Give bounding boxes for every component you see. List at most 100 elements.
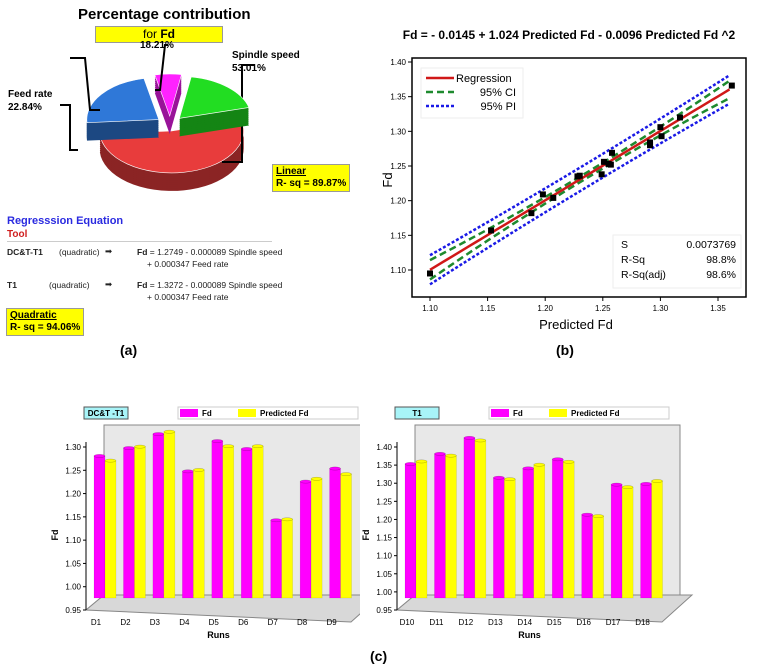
bar-predicted-fd [445,455,457,599]
chart-title-box [394,406,440,420]
data-point [728,82,735,89]
x-tick-label: D12 [459,618,474,627]
bar-predicted-fd [621,486,634,599]
pie-slice-error [154,73,182,135]
caption-b: (b) [556,342,574,358]
stat-value: 98.8% [706,254,736,266]
bar-predicted-fd [134,446,146,599]
x-axis-label: Runs [207,630,230,640]
bar-predicted-fd [562,461,575,599]
legend-label: 95% PI [481,101,516,113]
bar-cap [240,447,253,451]
bar-cap [592,514,604,518]
equation-rhs-1: = 1.2749 - 0.000089 Spindle speed [147,247,283,257]
stat-value: 98.6% [706,269,736,281]
bar-predicted-fd [251,445,264,599]
bar-cap [182,469,194,474]
data-point [658,133,665,140]
bar-predicted-fd [281,519,293,599]
x-tick-label: D14 [517,618,532,627]
bar-cap [193,468,205,472]
bar-fd [211,440,224,599]
y-axis-label: Fd [380,172,395,187]
bar-predicted-fd [310,478,323,599]
bar-fd [522,468,535,599]
equation-rhs-2: + 0.000347 Feed rate [147,292,229,302]
chart-title: DC&T -T1 [88,409,125,418]
bar-predicted-fd [533,464,546,599]
plot-floor [395,594,694,623]
y-tick-label: 1.30 [376,479,392,488]
plot-floor [84,594,360,623]
pie-leader-line [155,44,168,91]
bar-predicted-fd [651,480,663,599]
data-point [427,270,433,277]
bar-predicted-fd [415,461,428,599]
regression-plot: Fd = - 0.0145 + 1.024 Predicted Fd - 0.0… [380,28,747,332]
bar-cap [562,459,575,464]
bar-chart-t1: 0.95 1.00 1.05 1.10 1.15 1.20 1.25 1.30 1.35 1.40… [361,406,694,640]
y-tick-label: 1.20 [65,490,81,499]
legend-box [177,406,359,420]
bar-cap [640,482,652,486]
y-tick-label: 1.10 [65,536,81,545]
x-tick-label: D4 [179,618,190,627]
quadratic-rsq-box: Quadratic R- sq = 94.06% [6,308,85,336]
bar-chart-dct-t1: 0.95 1.00 1.05 1.10 1.15 1.20 1.25 1.30 D1 D2 D3 D4… [50,406,360,640]
tool-heading: Tool [7,229,28,240]
legend-label: Regression [456,73,512,85]
y-tick-label: 1.15 [376,534,392,543]
x-tick-label: D16 [576,618,591,627]
chart-title: T1 [412,409,422,418]
y-tick-label: 1.25 [390,162,406,171]
y-tick-label: 1.20 [376,515,392,524]
subtitle-bold: Fd [160,27,175,41]
pie-slice-tool [178,76,250,137]
legend-swatch [491,409,509,417]
x-tick-label: D8 [297,618,308,627]
bar-cap [123,446,135,450]
bar-cap [434,451,446,456]
pie-label-name: Spindle speed [232,50,300,61]
bar-fd [404,463,417,599]
equation-tool: T1 [7,280,17,290]
y-tick-label: 1.30 [390,127,406,136]
bar-fd [93,455,106,599]
data-point [609,149,616,156]
equation-lhs: Fd [137,280,148,290]
bar-cap [493,475,505,480]
pie-label-value: 53.01% [232,63,266,74]
equation-type: (quadratic) [49,280,90,290]
bar-fd [152,433,165,599]
pie-label-value: 18.21% [140,40,174,51]
bar-cap [310,476,323,481]
data-point [488,227,495,234]
x-tick-label: 1.20 [537,304,553,313]
bar-cap [93,454,106,458]
linear-rsq-box: Linear R- sq = 89.87% [272,164,351,192]
x-tick-label: D6 [238,618,249,627]
ci-lower-line [429,97,731,281]
legend-swatch [180,409,198,417]
bar-predicted-fd [474,440,487,599]
pie-label-value: 22.84% [8,102,42,113]
equation-rhs-2: + 0.000347 Feed rate [147,259,229,269]
y-tick-label: 1.30 [65,443,81,452]
y-tick-label: 1.10 [376,552,392,561]
data-point [598,171,605,178]
y-tick-label: 1.10 [390,266,406,275]
x-axis-label: Predicted Fd [539,317,613,332]
y-tick-label: 1.00 [376,588,392,597]
y-tick-label: 1.05 [65,559,81,568]
x-tick-label: 1.10 [422,304,438,313]
bar-cap [222,444,235,449]
bar-cap [651,479,663,483]
data-point [528,210,535,217]
pie-leader-line [70,57,100,111]
equation-rhs: Fd = 1.3272 - 0.000089 Spindle speed [137,280,282,290]
x-tick-label: D15 [547,618,562,627]
y-tick-label: 1.35 [390,93,406,102]
y-tick-label: 1.25 [65,466,81,475]
x-tick-label: 1.15 [480,304,496,313]
